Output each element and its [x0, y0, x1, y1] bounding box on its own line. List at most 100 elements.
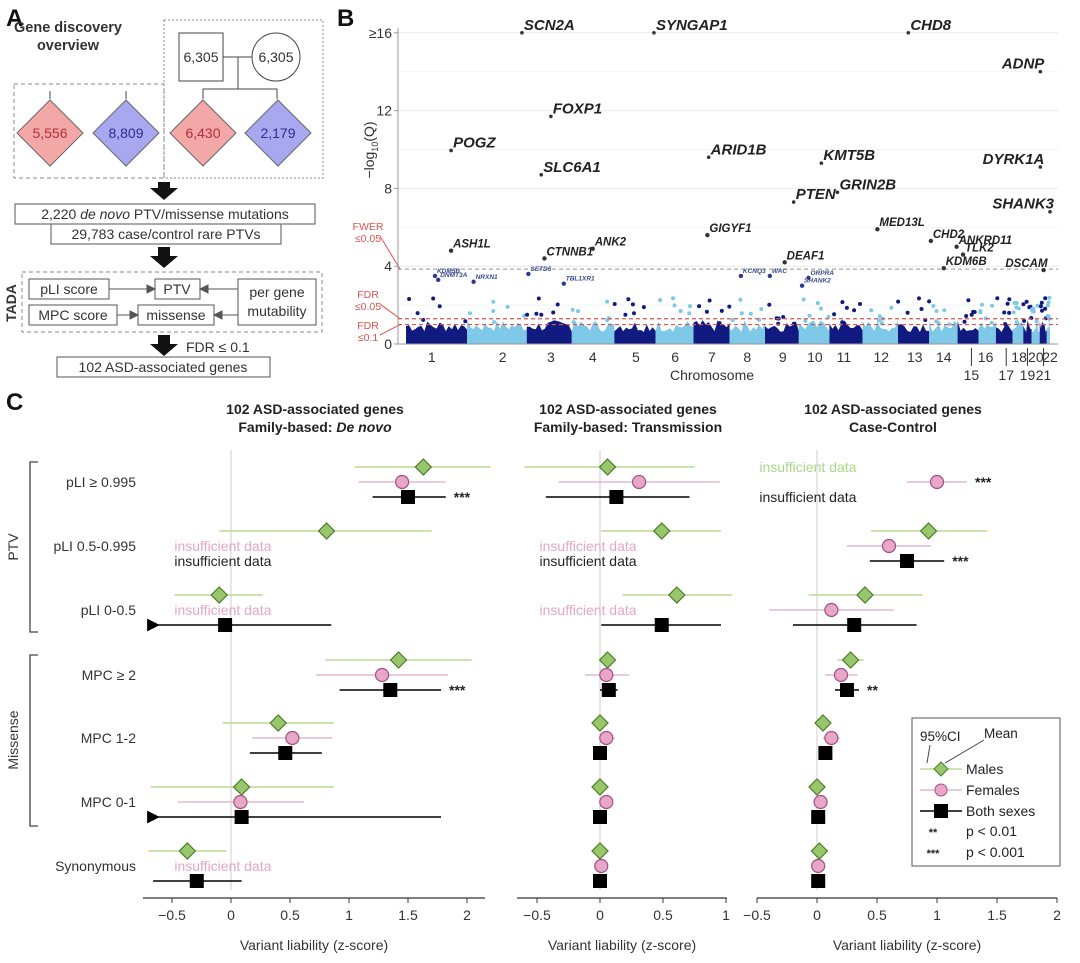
- gene-label: TLK2: [965, 243, 994, 255]
- gene-label: NRXN1: [476, 274, 498, 281]
- mean-marker-both: [383, 683, 398, 697]
- mean-marker-females: [811, 858, 826, 874]
- forest-title-2-pre: Family-based:: [238, 419, 336, 435]
- gene-point: [954, 244, 959, 249]
- x-tick-label: 1: [933, 907, 941, 923]
- forest-panel-forest-transmission: 102 ASD-associated genes Family-based: Tr…: [517, 401, 733, 953]
- forest-panel-forest-case-control: 102 ASD-associated genes Case-Control −0.5…: [743, 401, 1061, 953]
- mean-marker-both: [818, 746, 833, 760]
- point: [536, 296, 541, 301]
- gene-label: ANK2: [594, 237, 627, 249]
- gene-label: ARID1B: [710, 141, 767, 158]
- legend-sym-p01: **: [929, 827, 938, 839]
- father-count: 6,305: [183, 49, 218, 65]
- mean-marker-males: [598, 651, 617, 669]
- row-label: pLI 0-0.5: [81, 602, 136, 618]
- point: [995, 296, 1000, 301]
- point: [1003, 322, 1008, 327]
- chrom-22-points: [1046, 320, 1050, 344]
- mean-marker-males: [810, 842, 829, 860]
- point: [539, 312, 544, 317]
- point: [934, 309, 939, 313]
- point: [781, 315, 786, 319]
- chromosome-label: 16: [978, 349, 994, 365]
- missense-bracket: [29, 654, 38, 827]
- mean-marker-females: [374, 667, 390, 683]
- point: [1040, 308, 1044, 313]
- point: [1012, 300, 1017, 305]
- x-tick-label: 1.5: [398, 907, 418, 923]
- gene-label: ORPRA: [811, 270, 835, 277]
- mean-marker-females: [599, 794, 614, 810]
- tada-label: TADA: [3, 284, 19, 322]
- mean-marker-males: [210, 586, 229, 604]
- point: [739, 311, 744, 316]
- point: [759, 307, 764, 312]
- insufficient-data-label: insufficient data: [540, 553, 637, 569]
- point: [491, 299, 496, 304]
- mean-marker-females: [395, 474, 410, 490]
- result-box: [56, 356, 271, 378]
- x-tick-label: 0.5: [280, 907, 300, 923]
- point: [605, 299, 610, 304]
- gene-point: [539, 172, 544, 177]
- mean-marker-both: [654, 618, 669, 632]
- gene-point: [561, 281, 566, 286]
- gene-point: [835, 190, 840, 195]
- insufficient-data-label: insufficient data: [540, 538, 637, 554]
- mean-marker-males: [808, 778, 826, 796]
- gene-point: [782, 260, 787, 265]
- point: [431, 296, 436, 301]
- diamond-count: 2,179: [260, 125, 295, 141]
- mean-marker-females: [833, 667, 849, 683]
- fdr-threshold-label: FDR ≤ 0.1: [186, 339, 250, 355]
- point: [801, 297, 806, 302]
- gene-point: [767, 273, 773, 279]
- chrom-5-points: [614, 322, 656, 344]
- significance-stars: ***: [952, 553, 969, 569]
- point: [522, 313, 527, 318]
- point: [1007, 297, 1012, 302]
- ptv-group-label: PTV: [5, 533, 21, 561]
- point: [840, 320, 845, 325]
- mean-marker-both: [811, 810, 826, 824]
- mean-marker-males: [591, 842, 609, 860]
- x-tick-label: 0: [596, 907, 604, 923]
- chrom-3-points: [526, 320, 572, 344]
- mean-marker-females: [599, 730, 614, 746]
- chrom-13-points: [898, 324, 930, 344]
- chromosome-label: 22: [1042, 349, 1058, 365]
- chromosome-label: 10: [807, 349, 823, 365]
- forest-title-1: 102 ASD-associated genes: [539, 401, 717, 417]
- gene-label: SLC6A1: [543, 159, 601, 176]
- chromosome-label: 19: [1020, 367, 1036, 383]
- result-label: 102 ASD-associated genes: [79, 359, 248, 375]
- gene-point: [960, 252, 966, 257]
- mean-marker-males: [414, 458, 433, 476]
- chrom-14-points: [929, 320, 958, 344]
- mutations-box-2: [50, 223, 282, 245]
- gene-label: CHD2: [933, 229, 965, 241]
- gene-point: [806, 275, 811, 281]
- point: [551, 310, 556, 315]
- gene-point: [791, 200, 796, 204]
- chrom-18-points: [1012, 321, 1024, 344]
- point: [896, 299, 901, 304]
- gene-label: SHANK2: [804, 278, 831, 285]
- gene-label: KCNQ3: [743, 268, 766, 275]
- mean-marker-both: [609, 490, 624, 504]
- insufficient-data-label: insufficient data: [759, 489, 856, 505]
- mean-marker-males: [591, 778, 609, 796]
- mean-marker-males: [269, 714, 288, 732]
- point: [832, 312, 837, 317]
- gene-label: WAC: [772, 268, 787, 275]
- point: [1038, 304, 1043, 309]
- point: [971, 309, 976, 314]
- mean-marker-both: [593, 746, 607, 760]
- point: [688, 304, 692, 309]
- gene-point: [432, 273, 438, 279]
- gene-point: [542, 256, 547, 261]
- mean-marker-males: [317, 522, 336, 540]
- gene-label: GIGYF1: [709, 223, 751, 235]
